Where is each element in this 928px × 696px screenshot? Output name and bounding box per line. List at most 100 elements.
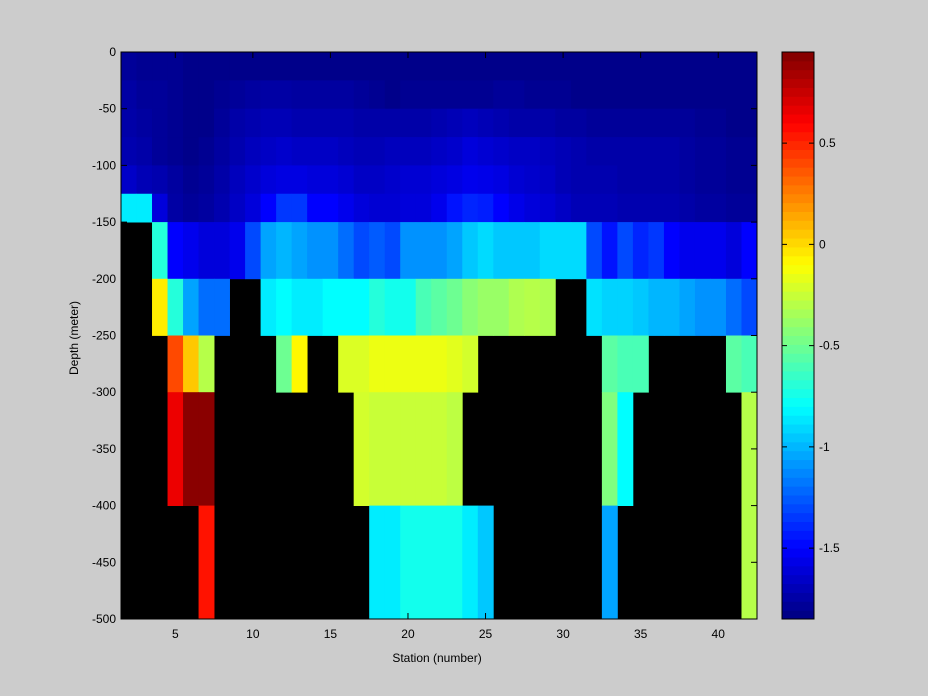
- colorbar-band: [782, 300, 814, 310]
- colorbar-band: [782, 308, 814, 319]
- heatmap-cell: [679, 52, 696, 81]
- heatmap-cell: [462, 165, 479, 195]
- heatmap-cell: [648, 80, 665, 110]
- heatmap-cell: [338, 335, 355, 393]
- heatmap-cell: [322, 137, 339, 166]
- colorbar-band: [782, 122, 814, 133]
- heatmap-cell: [136, 80, 153, 110]
- heatmap-cell: [276, 278, 293, 336]
- colorbar-band: [782, 521, 814, 531]
- heatmap-cell: [198, 165, 215, 195]
- heatmap-cell: [400, 193, 417, 223]
- colorbar-tick-label: 0.5: [819, 136, 836, 150]
- heatmap-cell: [198, 52, 215, 81]
- colorbar-band: [782, 574, 814, 585]
- heatmap-cell: [276, 193, 293, 223]
- heatmap-cell: [570, 165, 587, 195]
- y-tick-label: -300: [92, 385, 116, 399]
- heatmap-cell: [741, 193, 758, 223]
- heatmap-cell: [617, 278, 634, 336]
- heatmap-cell: [570, 80, 587, 110]
- heatmap-cell: [260, 80, 277, 110]
- colorbar-tick-label: 0: [819, 237, 826, 251]
- colorbar-band: [782, 379, 814, 390]
- heatmap-cell: [338, 222, 355, 280]
- heatmap-cell: [431, 278, 448, 336]
- heatmap-cell: [710, 278, 727, 336]
- heatmap-cell: [508, 52, 525, 81]
- heatmap-cell: [415, 278, 432, 336]
- colorbar-band: [782, 441, 814, 452]
- colorbar-band: [782, 459, 814, 469]
- heatmap-cell: [245, 222, 262, 280]
- heatmap-cell: [276, 52, 293, 81]
- heatmap-cell: [198, 80, 215, 110]
- heatmap-cell: [555, 222, 572, 280]
- heatmap-cell: [338, 165, 355, 195]
- heatmap-cell: [214, 193, 230, 223]
- heatmap-cell: [353, 108, 370, 138]
- heatmap-cell: [586, 222, 603, 280]
- heatmap-cell: [493, 80, 510, 110]
- heatmap-cell: [679, 165, 696, 195]
- heatmap-cell: [601, 80, 618, 110]
- heatmap-cell: [353, 80, 370, 110]
- heatmap-cell: [555, 80, 572, 110]
- colorbar-band: [782, 548, 814, 558]
- heatmap-cell: [183, 335, 199, 393]
- heatmap-cell: [121, 108, 137, 138]
- colorbar-band: [782, 238, 814, 248]
- heatmap-cell: [152, 137, 168, 166]
- heatmap-cell: [632, 278, 649, 336]
- heatmap-cell: [260, 222, 277, 280]
- heatmap-cell: [508, 80, 525, 110]
- x-tick-label: 5: [172, 627, 179, 641]
- heatmap-cell: [570, 137, 587, 166]
- colorbar-band: [782, 255, 814, 266]
- heatmap-cell: [369, 392, 386, 506]
- heatmap-cell: [462, 52, 479, 81]
- heatmap-cell: [694, 52, 711, 81]
- heatmap-cell: [291, 52, 308, 81]
- heatmap-cell: [431, 137, 448, 166]
- heatmap-cell: [524, 278, 541, 336]
- heatmap-cell: [555, 137, 572, 166]
- x-tick-label: 30: [556, 627, 570, 641]
- heatmap-cell: [477, 137, 494, 166]
- heatmap-cell: [539, 222, 556, 280]
- heatmap-cell: [183, 392, 199, 506]
- heatmap-cell: [167, 137, 184, 166]
- heatmap-cell: [462, 278, 479, 336]
- heatmap-cell: [369, 335, 386, 393]
- heatmap-cell: [477, 80, 494, 110]
- heatmap-cell: [322, 80, 339, 110]
- heatmap-cell: [400, 278, 417, 336]
- colorbar-bands: [782, 52, 814, 620]
- heatmap-cell: [477, 278, 494, 336]
- heatmap-cell: [214, 108, 230, 138]
- heatmap-cell: [183, 137, 199, 166]
- colorbar-band: [782, 592, 814, 602]
- heatmap-cell: [338, 137, 355, 166]
- heatmap-cell: [632, 222, 649, 280]
- heatmap-cell: [462, 505, 479, 620]
- heatmap-cell: [539, 278, 556, 336]
- heatmap-cell: [586, 165, 603, 195]
- colorbar-band: [782, 317, 814, 328]
- heatmap-cell: [198, 222, 215, 280]
- heatmap-cell: [710, 193, 727, 223]
- heatmap-cell: [725, 52, 742, 81]
- heatmap-cell: [524, 80, 541, 110]
- heatmap-cell: [384, 80, 401, 110]
- heatmap-cell: [694, 278, 711, 336]
- heatmap-cell: [741, 165, 758, 195]
- heatmap-cell: [152, 165, 168, 195]
- y-tick-label: 0: [109, 45, 116, 59]
- heatmap-cell: [477, 193, 494, 223]
- heatmap-cell: [353, 392, 370, 506]
- heatmap-cell: [307, 52, 324, 81]
- heatmap-cell: [167, 278, 184, 336]
- heatmap-cell: [121, 193, 137, 223]
- colorbar-band: [782, 344, 814, 354]
